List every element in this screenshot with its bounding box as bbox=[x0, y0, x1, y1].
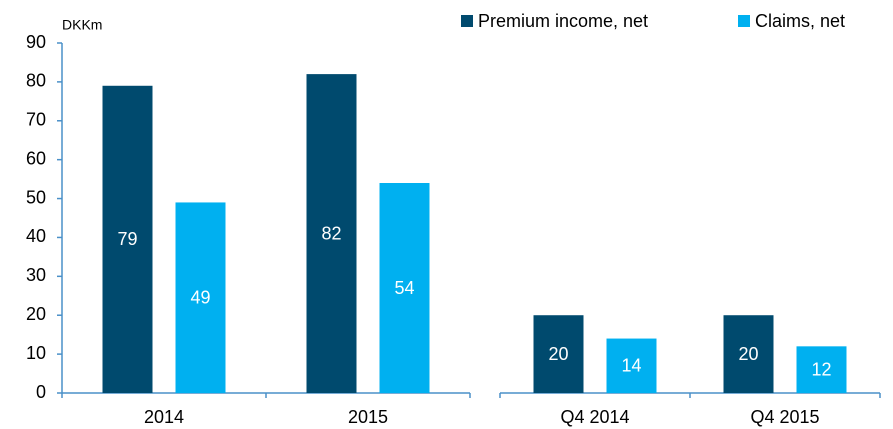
x-tick-label: Q4 2014 bbox=[560, 407, 629, 427]
x-tick-label: 2014 bbox=[144, 407, 184, 427]
legend-swatch bbox=[461, 15, 473, 27]
x-tick-label: Q4 2015 bbox=[750, 407, 819, 427]
y-tick-label: 70 bbox=[26, 110, 46, 130]
y-tick-label: 0 bbox=[36, 382, 46, 402]
legend-swatch bbox=[738, 15, 750, 27]
bar bbox=[533, 315, 584, 393]
legend-label: Claims, net bbox=[755, 11, 845, 31]
data-label: 79 bbox=[117, 229, 137, 249]
y-tick-label: 50 bbox=[26, 187, 46, 207]
data-label: 82 bbox=[321, 223, 341, 243]
legend-label: Premium income, net bbox=[478, 11, 648, 31]
data-label: 49 bbox=[190, 287, 210, 307]
bar bbox=[723, 315, 774, 393]
bar bbox=[796, 346, 847, 393]
y-tick-label: 60 bbox=[26, 148, 46, 168]
y-tick-label: 40 bbox=[26, 226, 46, 246]
data-label: 14 bbox=[621, 356, 641, 376]
data-label: 20 bbox=[738, 344, 758, 364]
data-label: 20 bbox=[548, 344, 568, 364]
y-tick-label: 10 bbox=[26, 343, 46, 363]
bar bbox=[102, 85, 153, 394]
bar bbox=[379, 183, 430, 393]
y-tick-label: 80 bbox=[26, 71, 46, 91]
data-label: 12 bbox=[811, 359, 831, 379]
x-tick-label: 2015 bbox=[348, 407, 388, 427]
bar bbox=[606, 338, 657, 393]
data-label: 54 bbox=[394, 278, 414, 298]
bar bbox=[175, 202, 226, 393]
y-unit: DKKm bbox=[62, 17, 102, 33]
y-tick-label: 90 bbox=[26, 32, 46, 52]
y-tick-label: 30 bbox=[26, 265, 46, 285]
y-tick-label: 20 bbox=[26, 304, 46, 324]
bar bbox=[306, 74, 357, 393]
